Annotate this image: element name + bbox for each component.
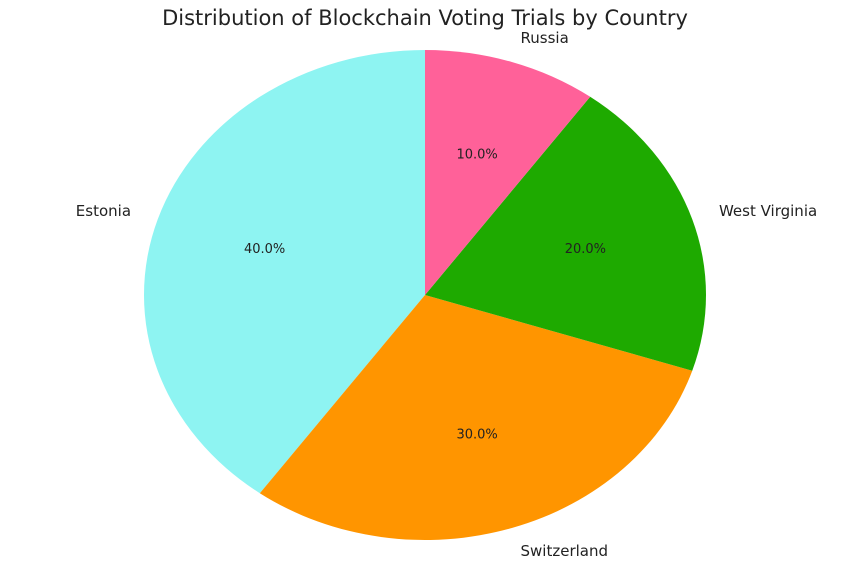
chart-title: Distribution of Blockchain Voting Trials…: [162, 6, 688, 30]
slice-percent: 30.0%: [456, 427, 497, 442]
slice-label: West Virginia: [719, 202, 817, 220]
slice-label: Switzerland: [521, 542, 609, 560]
slice-percent: 10.0%: [456, 148, 497, 163]
pie-slice: [425, 50, 591, 295]
pie-slice: [144, 50, 426, 494]
pie-slice: [259, 295, 693, 540]
slice-percent: 20.0%: [565, 242, 606, 257]
pie-slice: [425, 96, 706, 371]
slice-percent: 40.0%: [244, 242, 285, 257]
slice-label: Russia: [521, 29, 569, 47]
slice-label: Estonia: [76, 202, 131, 220]
